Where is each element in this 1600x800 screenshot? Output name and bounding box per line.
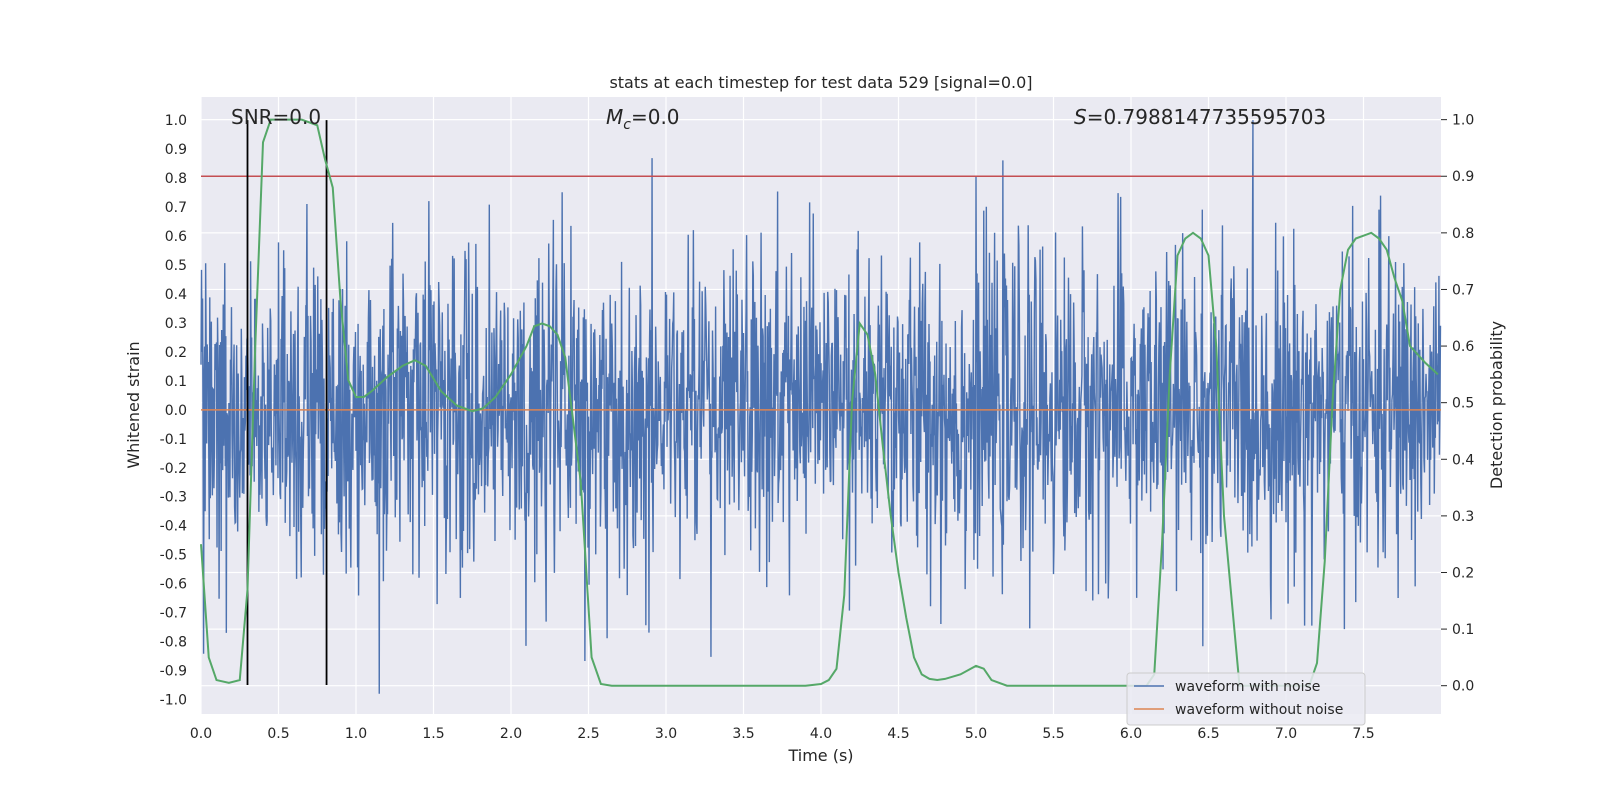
x-ticks: 0.0 0.5 1.0 1.5 2.0 2.5 3.0 3.5 4.0 4.5 5.0 5.5 6.0 6…: [190, 726, 1375, 742]
y-tick-label-left: 0.6: [165, 229, 187, 245]
y-tick-label-right: 0.7: [1452, 282, 1474, 298]
x-tick-label: 0.5: [267, 726, 289, 742]
legend: waveform with noise waveform without noi…: [1126, 672, 1366, 726]
x-tick-label: 3.0: [655, 726, 677, 742]
y-tick-label-right: 0.4: [1452, 452, 1474, 468]
s-symbol: S: [1074, 105, 1087, 129]
legend-label-clean: waveform without noise: [1175, 702, 1343, 718]
y-tick-label-left: 0.0: [165, 403, 187, 419]
s-value: =0.7988147735595703: [1087, 105, 1326, 129]
x-tick-label: 2.5: [577, 726, 599, 742]
y-tick-label-left: -0.9: [160, 664, 187, 680]
y-tick-label-right: 0.2: [1452, 565, 1474, 581]
y-tick-label-left: 0.5: [165, 258, 187, 274]
y-tick-label-left: 0.9: [165, 142, 187, 158]
y-tick-label-left: 0.7: [165, 200, 187, 216]
y-tick-label-left: -0.4: [160, 519, 187, 535]
y-tick-label-left: -0.6: [160, 577, 187, 593]
x-tick-label: 0.0: [190, 726, 212, 742]
y-tick-label-right: 0.1: [1452, 622, 1474, 638]
y-tick-label-right: 0.5: [1452, 396, 1474, 412]
s-annotation: S=0.7988147735595703: [1074, 105, 1326, 129]
y-tick-label-right: 1.0: [1452, 113, 1474, 129]
snr-annotation: SNR=0.0: [231, 105, 321, 129]
y-tick-label-right: 0.6: [1452, 339, 1474, 355]
mc-value: =0.0: [631, 105, 680, 129]
y-tick-label-right: 0.9: [1452, 169, 1474, 185]
y-tick-label-left: 0.2: [165, 345, 187, 361]
y-tick-label-left: -0.8: [160, 635, 187, 651]
y-tick-label-left: -0.7: [160, 606, 187, 622]
noise-path: [200, 120, 1442, 694]
x-tick-label: 6.5: [1197, 726, 1219, 742]
x-tick-label: 7.5: [1352, 726, 1374, 742]
y-axis-label-left: Whitened strain: [124, 341, 143, 468]
x-tick-label: 6.0: [1120, 726, 1142, 742]
y-tick-label-right: 0.8: [1452, 226, 1474, 242]
y-tick-label-left: 0.1: [165, 374, 187, 390]
mc-symbol: M: [606, 105, 623, 129]
x-tick-label: 1.5: [422, 726, 444, 742]
y-axis-label-right: Detection probability: [1487, 321, 1506, 489]
legend-box: [1126, 672, 1366, 726]
y-tick-label-left: 1.0: [165, 113, 187, 129]
y-tick-label-left: -0.3: [160, 490, 187, 506]
y-tick-label-left: -1.0: [160, 693, 187, 709]
y-tick-label-left: -0.2: [160, 461, 187, 477]
y-tick-label-left: 0.4: [165, 287, 187, 303]
y-tick-label-left: -0.5: [160, 548, 187, 564]
x-tick-label: 2.0: [500, 726, 522, 742]
noisy-waveform: [200, 120, 1442, 694]
legend-label-noise: waveform with noise: [1175, 679, 1320, 695]
mc-annotation: Mc=0.0: [606, 105, 680, 133]
x-tick-label: 4.5: [887, 726, 909, 742]
y-ticks-right: 1.0 0.9 0.8 0.7 0.6 0.5 0.4 0.3 0.2 0.1 0.0: [1441, 113, 1474, 695]
x-tick-label: 3.5: [732, 726, 754, 742]
y-ticks-left: 1.0 0.9 0.8 0.7 0.6 0.5 0.4 0.3 0.2 0.1 0.0 -0.1 -0.…: [160, 113, 187, 708]
x-tick-label: 5.0: [965, 726, 987, 742]
x-tick-label: 5.5: [1042, 726, 1064, 742]
chart-title: stats at each timestep for test data 529…: [609, 73, 1032, 92]
y-tick-label-right: 0.0: [1452, 679, 1474, 695]
x-tick-label: 4.0: [810, 726, 832, 742]
y-tick-label-left: 0.8: [165, 171, 187, 187]
x-axis-label: Time (s): [787, 746, 853, 765]
x-tick-label: 7.0: [1275, 726, 1297, 742]
x-tick-label: 1.0: [345, 726, 367, 742]
y-tick-label-right: 0.3: [1452, 509, 1474, 525]
mc-subscript: c: [623, 117, 631, 133]
y-tick-label-left: 0.3: [165, 316, 187, 332]
y-tick-label-left: -0.1: [160, 432, 187, 448]
